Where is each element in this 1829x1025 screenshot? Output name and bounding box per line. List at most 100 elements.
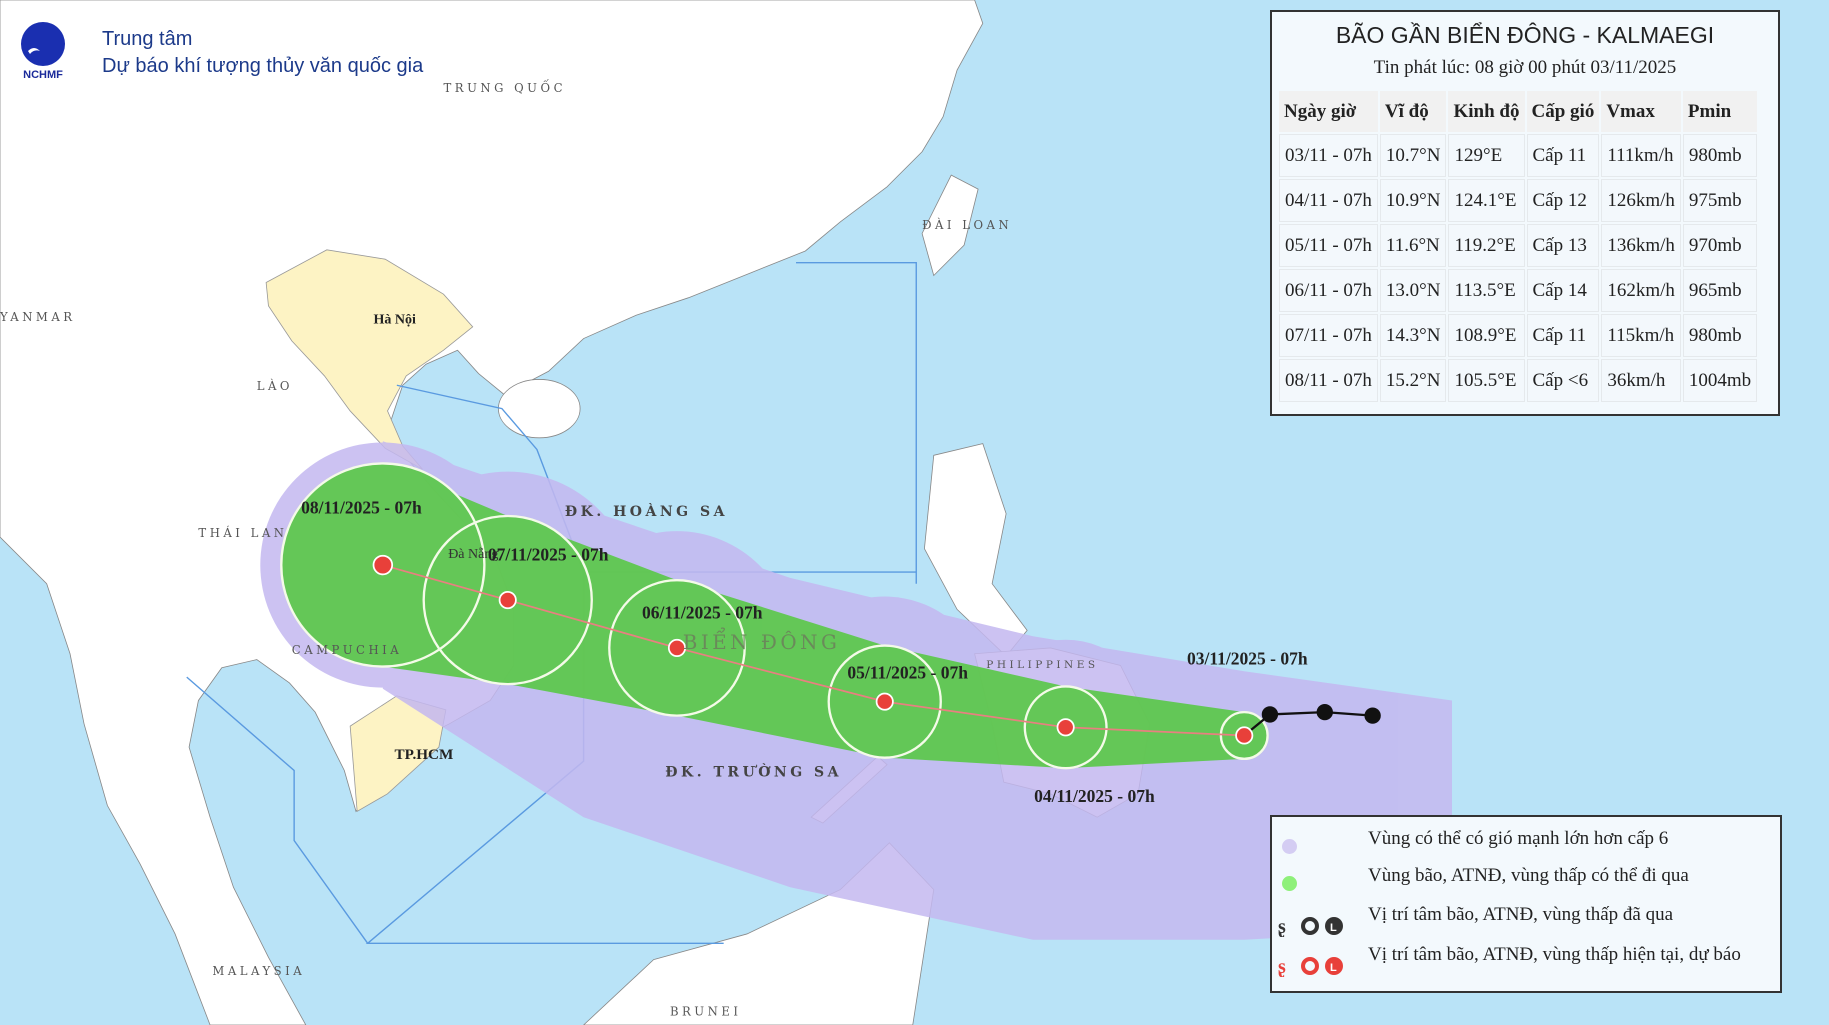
legend-label: Vùng bão, ATNĐ, vùng thấp có thể đi qua [1368, 865, 1689, 886]
table-cell: 975mb [1682, 179, 1758, 222]
label-thailand: THÁI LAN [198, 526, 287, 540]
table-row: 07/11 - 07h 14.3°N 108.9°E Cấp 11 115km/h 980… [1279, 314, 1758, 357]
column-header: Vĩ độ [1379, 91, 1447, 132]
column-header: Vmax [1601, 91, 1681, 132]
label-philippines: PHILIPPINES [986, 659, 1098, 671]
label-danang: Đà Nẵng [448, 547, 498, 562]
table-cell: 10.7°N [1379, 134, 1447, 177]
forecast-track-line [382, 564, 1245, 737]
legend-label: Vùng có thể có gió mạnh lớn hơn cấp 6 [1368, 828, 1669, 849]
past-track-line [1243, 710, 1373, 737]
column-header: Pmin [1682, 91, 1758, 132]
column-header: Kinh độ [1448, 91, 1525, 132]
track-label: 04/11/2025 - 07h [1034, 786, 1155, 806]
table-cell: Cấp 11 [1526, 134, 1600, 177]
forecast-table: Ngày giờ Vĩ độ Kinh độ Cấp gió Vmax Pmin 03/1… [1277, 89, 1759, 404]
table-cell: 13.0°N [1379, 269, 1447, 312]
table-cell: Cấp 11 [1526, 314, 1600, 357]
table-cell: 15.2°N [1379, 359, 1447, 402]
past-storm-icon [1316, 703, 1333, 721]
table-cell: 980mb [1682, 134, 1758, 177]
label-cambodia: CAMPUCHIA [292, 643, 402, 657]
organization-name: Trung tâm Dự báo khí tượng thủy văn quốc… [102, 26, 423, 80]
label-spratly: ĐK. TRƯỜNG SA [665, 762, 842, 780]
legend-item-wind-zone: Vùng có thể có gió mạnh lớn hơn cấp 6 [1272, 828, 1668, 854]
table-row: 03/11 - 07h 10.7°N 129°E Cấp 11 111km/h 980mb [1279, 134, 1758, 177]
table-cell: 119.2°E [1448, 224, 1525, 267]
issued-time: Tin phát lúc: 08 giờ 00 phút 03/11/2025 [1373, 57, 1677, 78]
label-malaysia: MALAYSIA [212, 964, 305, 978]
column-header: Ngày giờ [1279, 91, 1378, 132]
label-myanmar: YANMAR [0, 310, 76, 324]
table-cell: 08/11 - 07h [1279, 359, 1378, 402]
column-header: Cấp gió [1526, 91, 1600, 132]
label-china: TRUNG QUỐC [444, 80, 566, 95]
track-label: 06/11/2025 - 07h [642, 603, 763, 623]
vietnam-north [265, 249, 474, 470]
storm-icon [1235, 726, 1254, 745]
legend-label: Vị trí tâm bão, ATNĐ, vùng thấp hiện tại… [1368, 944, 1741, 965]
table-cell: 126km/h [1601, 179, 1681, 222]
storm-icon [875, 692, 894, 711]
taiwan-island [921, 174, 979, 277]
table-row: 08/11 - 07h 15.2°N 105.5°E Cấp <6 36km/h 1004… [1279, 359, 1758, 402]
table-cell: 111km/h [1601, 134, 1681, 177]
table-cell: 970mb [1682, 224, 1758, 267]
table-cell: 36km/h [1601, 359, 1681, 402]
map-legend: Vùng có thể có gió mạnh lớn hơn cấp 6 Vù… [1270, 815, 1782, 993]
svg-text:L: L [1330, 962, 1337, 974]
past-storm-icon [1364, 707, 1381, 724]
forecast-circles [280, 462, 1269, 770]
table-cell: 14.3°N [1379, 314, 1447, 357]
hainan-island [497, 379, 581, 439]
table-cell: 10.9°N [1379, 179, 1447, 222]
table-cell: 113.5°E [1448, 269, 1525, 312]
track-label: 05/11/2025 - 07h [847, 662, 968, 682]
label-paracel: ĐK. HOÀNG SA [565, 502, 728, 520]
org-line-1: Trung tâm [102, 28, 193, 50]
table-cell: 1004mb [1682, 359, 1758, 402]
org-line-2: Dự báo khí tượng thủy văn quốc gia [102, 55, 424, 77]
storm-icon [498, 591, 517, 610]
storm-title: BÃO GẦN BIỂN ĐÔNG - KALMAEGI [1335, 22, 1715, 48]
header: NCHMF Trung tâm Dự báo khí tượng thủy vă… [12, 18, 423, 84]
track-label: 03/11/2025 - 07h [1187, 648, 1308, 668]
track-label: 07/11/2025 - 07h [488, 544, 609, 564]
table-row: 05/11 - 07h 11.6°N 119.2°E Cấp 13 136km/h 970… [1279, 224, 1758, 267]
table-cell: 105.5°E [1448, 359, 1525, 402]
storm-icon [1056, 718, 1075, 737]
label-hcm: TP.HCM [395, 746, 454, 763]
logo-emblem-icon [21, 22, 65, 66]
low-pressure-icon [372, 554, 394, 576]
luzon-island [924, 443, 1028, 657]
table-cell: 115km/h [1601, 314, 1681, 357]
label-hanoi: Hà Nội [374, 312, 416, 327]
forecast-storm-markers [372, 554, 1254, 745]
table-cell: 06/11 - 07h [1279, 269, 1378, 312]
label-east-sea: BIỂN ĐÔNG [683, 627, 840, 654]
svg-text:ʂ: ʂ [1278, 956, 1286, 977]
table-cell: 108.9°E [1448, 314, 1525, 357]
past-storm-icon [1261, 706, 1279, 723]
svg-text:L: L [1330, 922, 1337, 934]
table-cell: 05/11 - 07h [1279, 224, 1378, 267]
table-cell: 124.1°E [1448, 179, 1525, 222]
table-cell: 07/11 - 07h [1279, 314, 1378, 357]
purple-dot-icon [1282, 839, 1297, 854]
label-laos: LÀO [257, 379, 293, 393]
logo-text: NCHMF [23, 69, 63, 81]
table-cell: Cấp 13 [1526, 224, 1600, 267]
table-cell: 980mb [1682, 314, 1758, 357]
storm-icon [667, 638, 687, 657]
table-cell: 136km/h [1601, 224, 1681, 267]
storm-info-panel: BÃO GẦN BIỂN ĐÔNG - KALMAEGI Tin phát lú… [1270, 10, 1780, 416]
table-cell: 11.6°N [1379, 224, 1447, 267]
table-cell: 04/11 - 07h [1279, 179, 1378, 222]
table-row: 04/11 - 07h 10.9°N 124.1°E Cấp 12 126km/h 975… [1279, 179, 1758, 222]
table-cell: Cấp 14 [1526, 269, 1600, 312]
